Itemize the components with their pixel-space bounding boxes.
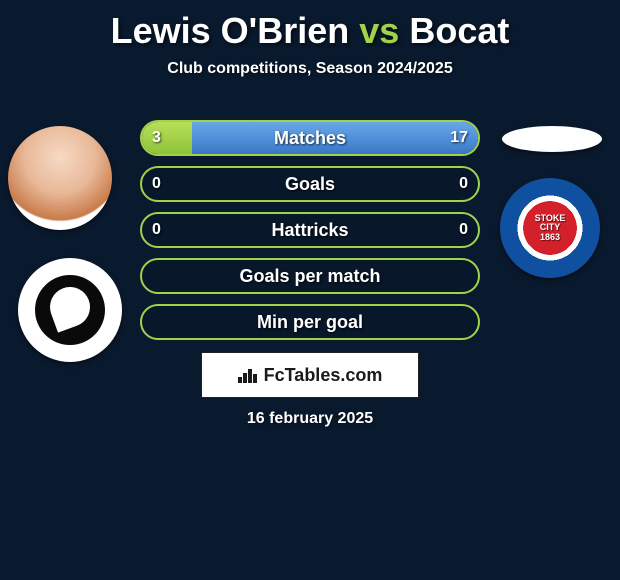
club1-badge bbox=[18, 258, 122, 362]
player1-avatar bbox=[8, 126, 112, 230]
comparison-title: Lewis O'Brien vs Bocat bbox=[0, 0, 620, 52]
subtitle: Club competitions, Season 2024/2025 bbox=[0, 60, 620, 78]
date-label: 16 february 2025 bbox=[0, 410, 620, 428]
stat-value-left: 0 bbox=[142, 214, 171, 246]
stat-label: Goals bbox=[142, 168, 478, 200]
stat-value-left bbox=[142, 306, 162, 338]
vs-word: vs bbox=[359, 10, 399, 51]
stat-label: Matches bbox=[142, 122, 478, 154]
stoke-year: 1863 bbox=[540, 232, 560, 242]
stoke-badge-text: STOKE CITY 1863 bbox=[535, 214, 566, 242]
player1-name: Lewis O'Brien bbox=[111, 10, 350, 51]
stats-bars: 317Matches00Goals00HattricksGoals per ma… bbox=[140, 120, 480, 350]
stat-label: Hattricks bbox=[142, 214, 478, 246]
player2-name: Bocat bbox=[409, 10, 509, 51]
stat-value-left: 0 bbox=[142, 168, 171, 200]
stat-row: 0 0Goals bbox=[140, 166, 480, 202]
stat-label: Goals per match bbox=[142, 260, 478, 292]
club2-badge: STOKE CITY 1863 bbox=[500, 178, 600, 278]
brand-text: FcTables.com bbox=[264, 365, 383, 386]
bar-chart-icon bbox=[238, 367, 258, 383]
stat-value-right: 17 bbox=[440, 122, 478, 154]
stat-value-right: 0 bbox=[449, 214, 478, 246]
stat-value-right: 0 bbox=[449, 168, 478, 200]
stat-row: 3 17Matches bbox=[140, 120, 480, 156]
stat-row: Goals per match bbox=[140, 258, 480, 294]
stat-value-right bbox=[458, 306, 478, 338]
player2-avatar bbox=[502, 126, 602, 152]
stat-row: 0 0Hattricks bbox=[140, 212, 480, 248]
swansea-icon bbox=[35, 275, 105, 345]
stat-value-left bbox=[142, 260, 162, 292]
stat-row: Min per goal bbox=[140, 304, 480, 340]
brand-watermark: FcTables.com bbox=[201, 352, 419, 398]
stat-value-right bbox=[458, 260, 478, 292]
stat-label: Min per goal bbox=[142, 306, 478, 338]
stat-value-left: 3 bbox=[142, 122, 171, 154]
